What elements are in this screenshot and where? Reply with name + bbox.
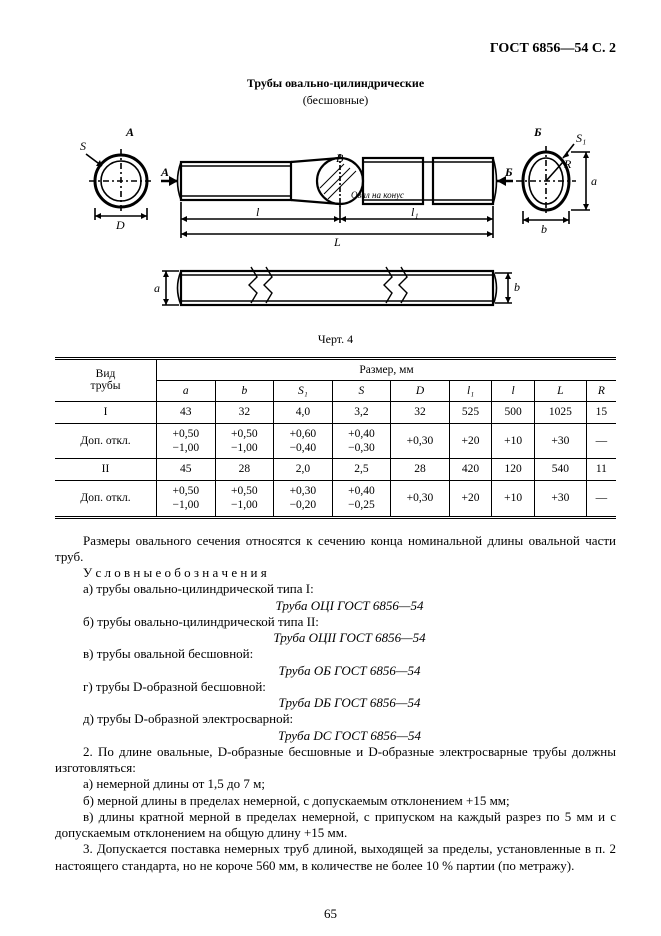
cell: 32 — [391, 402, 450, 423]
desig-text: а) трубы овально-цилиндрической типа I: — [55, 581, 616, 597]
th-col: S — [332, 380, 391, 401]
cell: +30 — [534, 480, 586, 517]
cell: +20 — [449, 480, 492, 517]
desig-text: в) трубы овальной бесшовной: — [55, 646, 616, 662]
cell: +0,50 −1,00 — [215, 480, 274, 517]
row-name: Доп. откл. — [55, 480, 157, 517]
th-col: S₁ — [274, 380, 333, 401]
cell: 32 — [215, 402, 274, 423]
figure-drawing: А S D Б S₁ R — [66, 116, 606, 326]
figure-title: Трубы овально-цилиндрические — [55, 76, 616, 91]
desig-code: Труба ОБ ГОСТ 6856—54 — [55, 663, 616, 679]
cell: 43 — [157, 402, 216, 423]
cell: +20 — [449, 423, 492, 459]
desig-text: г) трубы D-образной бесшовной: — [55, 679, 616, 695]
label-L: L — [333, 235, 341, 249]
label-l1: l₁ — [411, 205, 419, 219]
svg-text:b: b — [514, 280, 520, 294]
body-text: Размеры овального сечения относятся к се… — [55, 533, 616, 874]
label-A: А — [125, 125, 134, 139]
cell: +10 — [492, 480, 535, 517]
cell: 11 — [586, 459, 616, 480]
cell: +0,30 — [391, 480, 450, 517]
label-S: S — [80, 139, 86, 153]
label-Bview: В — [336, 151, 344, 165]
cell: 120 — [492, 459, 535, 480]
p2-label: У с л о в н ы е о б о з н а ч е н и я — [55, 565, 616, 581]
th-col: l — [492, 380, 535, 401]
cell: — — [586, 480, 616, 517]
label-D: D — [115, 218, 125, 232]
p3a: а) немерной длины от 1,5 до 7 м; — [55, 776, 616, 792]
cell: 45 — [157, 459, 216, 480]
cell: +0,60 −0,40 — [274, 423, 333, 459]
cell: 420 — [449, 459, 492, 480]
p1: Размеры овального сечения относятся к се… — [55, 533, 616, 566]
p3: 2. По длине овальные, D-образные бесшовн… — [55, 744, 616, 777]
cell: +0,40 −0,30 — [332, 423, 391, 459]
desig-code: Труба DБ ГОСТ 6856—54 — [55, 695, 616, 711]
cell: 28 — [391, 459, 450, 480]
page-number: 65 — [0, 906, 661, 922]
label-a: a — [591, 174, 597, 188]
header-gost: ГОСТ 6856—54 С. 2 — [55, 40, 616, 58]
th-col: b — [215, 380, 274, 401]
cell: 500 — [492, 402, 535, 423]
sizes-table: Вид трубы Размер, мм abS₁SDl₁lLR I43324,… — [55, 357, 616, 519]
label-R: R — [563, 157, 572, 171]
svg-text:a: a — [154, 281, 160, 295]
cell: — — [586, 423, 616, 459]
cell: +0,40 −0,25 — [332, 480, 391, 517]
desig-text: д) трубы D-образной электросварной: — [55, 711, 616, 727]
th-col: a — [157, 380, 216, 401]
cell: +0,30 −0,20 — [274, 480, 333, 517]
desig-code: Труба DС ГОСТ 6856—54 — [55, 728, 616, 744]
th-razmer: Размер, мм — [157, 358, 616, 380]
figure-caption: Черт. 4 — [55, 332, 616, 347]
p4: 3. Допускается поставка немерных труб дл… — [55, 841, 616, 874]
label-b: b — [541, 222, 547, 236]
cell: 1025 — [534, 402, 586, 423]
p3b: б) мерной длины в пределах немерной, с д… — [55, 793, 616, 809]
cell: +30 — [534, 423, 586, 459]
label-l: l — [256, 205, 260, 219]
label-S1: S₁ — [576, 131, 586, 145]
cell: +10 — [492, 423, 535, 459]
desig-code: Труба ОЦI ГОСТ 6856—54 — [55, 598, 616, 614]
cell: +0,50 −1,00 — [157, 423, 216, 459]
cell: 3,2 — [332, 402, 391, 423]
cell: +0,50 −1,00 — [157, 480, 216, 517]
cell: +0,50 −1,00 — [215, 423, 274, 459]
row-name: II — [55, 459, 157, 480]
th-col: D — [391, 380, 450, 401]
cell: 540 — [534, 459, 586, 480]
th-col: L — [534, 380, 586, 401]
svg-text:Б: Б — [504, 165, 513, 179]
label-oval: Овал на конус — [351, 190, 404, 200]
th-col: R — [586, 380, 616, 401]
desig-text: б) трубы овально-цилиндрической типа II: — [55, 614, 616, 630]
cell: 2,5 — [332, 459, 391, 480]
th-vid: Вид трубы — [55, 358, 157, 402]
cell: 525 — [449, 402, 492, 423]
cell: 2,0 — [274, 459, 333, 480]
figure-subtitle: (бесшовные) — [55, 93, 616, 108]
cell: +0,30 — [391, 423, 450, 459]
row-name: Доп. откл. — [55, 423, 157, 459]
p3c: в) длины кратной мерной в пределах немер… — [55, 809, 616, 842]
cell: 28 — [215, 459, 274, 480]
cell: 4,0 — [274, 402, 333, 423]
row-name: I — [55, 402, 157, 423]
svg-text:А: А — [160, 165, 169, 179]
desig-code: Труба ОЦII ГОСТ 6856—54 — [55, 630, 616, 646]
th-col: l₁ — [449, 380, 492, 401]
label-B: Б — [533, 125, 542, 139]
cell: 15 — [586, 402, 616, 423]
